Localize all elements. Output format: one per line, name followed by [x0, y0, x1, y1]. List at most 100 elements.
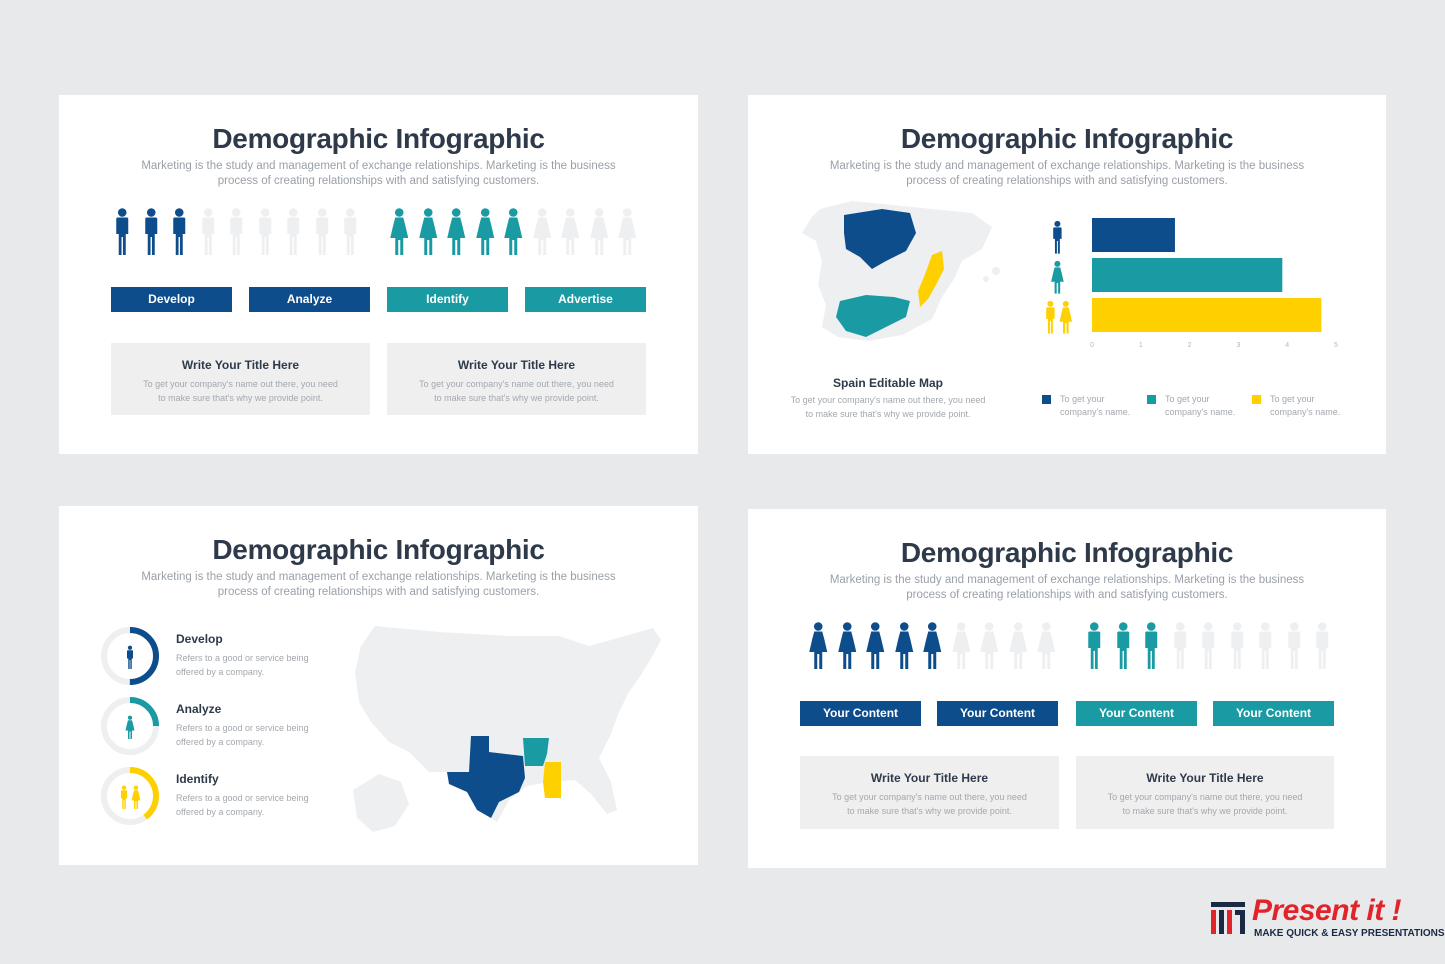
donut-identify — [98, 764, 162, 828]
description-line: Refers to a good or service being — [176, 793, 309, 803]
item-description: Refers to a good or service being offere… — [176, 721, 326, 749]
male-icon — [344, 208, 357, 255]
slide-spain-map: Demographic Infographic Marketing is the… — [748, 95, 1386, 454]
donut-fill — [101, 697, 159, 755]
male-icon — [1173, 622, 1186, 669]
spain-map — [802, 201, 1000, 341]
map-title: Spain Editable Map — [832, 376, 943, 390]
subtitle-line: Marketing is the study and management of… — [141, 160, 616, 172]
island — [983, 276, 989, 282]
card-line: to make sure that's why we provide point… — [434, 392, 599, 403]
male-icon — [201, 208, 214, 255]
x-tick-label: 3 — [1236, 342, 1240, 349]
description-line: offered by a company. — [176, 737, 265, 747]
region-andalucia — [836, 295, 910, 337]
female-icon — [532, 208, 551, 255]
state-texas — [447, 736, 525, 818]
card-line: To get your company's name out there, yo… — [1107, 792, 1303, 802]
donut-chart — [101, 767, 159, 825]
male-icon — [144, 208, 157, 255]
slide-title: Demographic Infographic — [900, 537, 1234, 568]
legend-line: company's name. — [1060, 407, 1131, 417]
slide-subtitle: Marketing is the study and management of… — [119, 159, 638, 188]
logo-mark-icon — [1211, 902, 1245, 934]
x-tick-label: 4 — [1285, 342, 1289, 349]
usa-map — [353, 626, 661, 832]
card-title: Write Your Title Here — [181, 358, 300, 372]
x-tick-label: 5 — [1334, 342, 1338, 349]
x-tick-label: 0 — [1090, 342, 1094, 349]
legend-line: To get your — [1060, 394, 1105, 404]
subtitle-line: Marketing is the study and management of… — [829, 160, 1305, 172]
female-icon — [809, 622, 828, 669]
content-button[interactable]: Your Content — [1213, 701, 1334, 726]
legend-swatch — [1147, 395, 1156, 404]
subtitle-line: process of creating relationships with a… — [906, 174, 1228, 187]
demographic-bar-chart: 0 1 2 3 4 5 — [1046, 218, 1338, 349]
donut-fill — [101, 767, 159, 825]
content-button[interactable]: Your Content — [800, 701, 921, 726]
couple-icon — [121, 785, 141, 809]
item-label: Develop — [176, 632, 223, 646]
slide-usa-map: Demographic Infographic Marketing is the… — [59, 506, 698, 865]
item-description: Refers to a good or service being offere… — [176, 651, 326, 679]
female-icon — [837, 622, 856, 669]
male-icon — [1088, 622, 1101, 669]
usa-outline — [355, 626, 661, 822]
card-title: Write Your Title Here — [457, 358, 576, 372]
male-icon — [258, 208, 271, 255]
description-line: offered by a company. — [176, 667, 265, 677]
legend-text: To get your company's name. — [1060, 393, 1130, 419]
map-description-line: to make sure that's why we provide point… — [805, 408, 971, 419]
slide-subtitle: Marketing is the study and management of… — [808, 159, 1326, 188]
male-icon — [173, 208, 186, 255]
male-icon — [116, 208, 129, 255]
legend-line: company's name. — [1165, 407, 1236, 417]
description-line: Refers to a good or service being — [176, 723, 309, 733]
logo-text: Present it ! — [1252, 894, 1402, 927]
subtitle-line: Marketing is the study and management of… — [141, 571, 616, 583]
identify-button[interactable]: Identify — [387, 287, 508, 312]
male-icon — [1053, 220, 1062, 254]
female-icon — [475, 208, 494, 255]
slide-title: Demographic Infographic — [212, 534, 545, 565]
card-title: Write Your Title Here — [870, 771, 989, 785]
male-icon — [230, 208, 243, 255]
content-button[interactable]: Your Content — [937, 701, 1058, 726]
female-pictogram-row — [387, 207, 640, 257]
island — [992, 267, 1000, 275]
analyze-button[interactable]: Analyze — [249, 287, 370, 312]
female-icon — [618, 208, 637, 255]
info-card: Write Your Title Here To get your compan… — [1076, 756, 1334, 829]
male-pictogram-row — [1082, 621, 1335, 671]
legend-line: To get your — [1165, 394, 1210, 404]
item-label: Analyze — [176, 702, 222, 716]
alaska-outline — [353, 774, 409, 832]
donut-fill — [101, 627, 159, 685]
male-icon — [287, 208, 300, 255]
female-icon — [125, 715, 135, 739]
develop-button[interactable]: Develop — [111, 287, 232, 312]
female-icon — [561, 208, 580, 255]
item-description: Refers to a good or service being offere… — [176, 791, 326, 819]
info-card: Write Your Title Here To get your compan… — [111, 343, 370, 415]
male-icon — [315, 208, 328, 255]
female-pictogram-row — [806, 621, 1059, 671]
card-description: To get your company's name out there, yo… — [129, 378, 352, 405]
male-icon — [1316, 622, 1329, 669]
male-icon — [1145, 622, 1158, 669]
description-line: offered by a company. — [176, 807, 265, 817]
description-line: Refers to a good or service being — [176, 653, 309, 663]
donut-chart — [101, 697, 159, 755]
female-icon — [504, 208, 523, 255]
state-arkansas — [523, 738, 549, 766]
bar-male — [1092, 218, 1175, 252]
female-icon — [418, 208, 437, 255]
content-button[interactable]: Your Content — [1076, 701, 1197, 726]
donut-develop — [98, 624, 162, 688]
map-description-line: To get your company's name out there, yo… — [790, 395, 986, 405]
advertise-button[interactable]: Advertise — [525, 287, 646, 312]
bar-female — [1092, 258, 1283, 292]
present-it-logo: Present it ! MAKE QUICK & EASY PRESENTAT… — [1209, 894, 1445, 942]
map-description: To get your company's name out there, yo… — [778, 394, 998, 421]
